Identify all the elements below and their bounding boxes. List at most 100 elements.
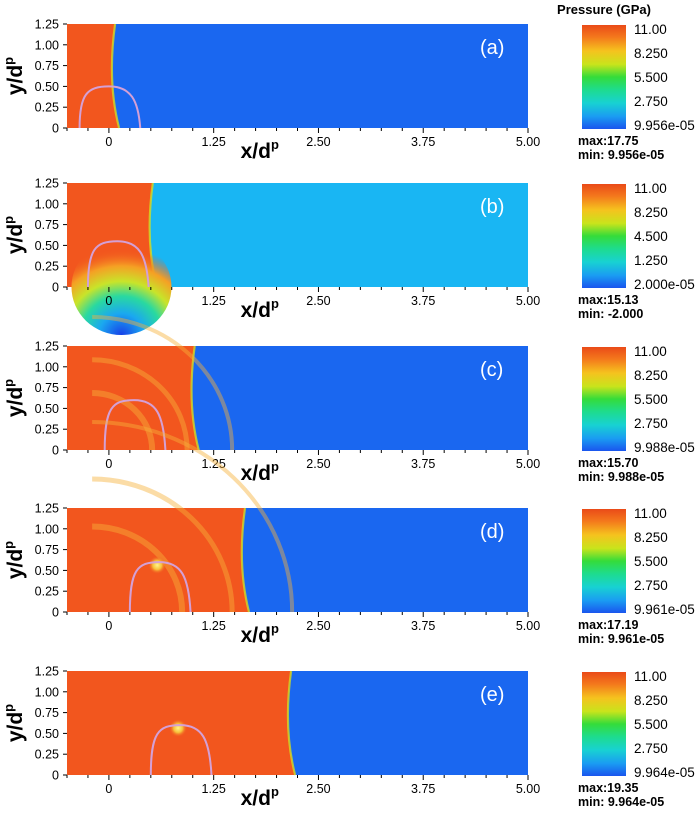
y-tick-label: 1.25 xyxy=(35,340,59,354)
panel-label: (d) xyxy=(480,521,504,543)
x-axis-label: x/dp xyxy=(241,459,279,485)
colorbar-tick-label: 11.00 xyxy=(634,669,667,684)
x-tick-label: 3.75 xyxy=(411,294,435,308)
pressure-wave xyxy=(92,420,295,613)
droplet-interface xyxy=(103,399,167,451)
y-tick-label: 0.25 xyxy=(35,423,59,437)
x-tick-label: 1.25 xyxy=(202,135,226,149)
x-tick-label: 5.00 xyxy=(516,619,540,633)
x-tick-label: 0 xyxy=(105,294,112,308)
x-tick-label: 1.25 xyxy=(202,619,226,633)
colorbar-tick-label: 11.00 xyxy=(634,506,667,521)
x-axis-label-sup: p xyxy=(271,137,279,152)
x-axis-label: x/dp xyxy=(241,137,279,163)
x-tick-label: 3.75 xyxy=(411,782,435,796)
shock-front xyxy=(110,23,121,129)
droplet-interface xyxy=(128,561,192,613)
high-pressure-region xyxy=(67,24,120,128)
y-tick-label: 0 xyxy=(52,281,59,295)
pressure-wave xyxy=(92,357,190,451)
y-axis-label: y/dp xyxy=(1,57,27,95)
x-tick-label: 0 xyxy=(105,135,112,149)
y-tick-label: 0.25 xyxy=(35,260,59,274)
colorbar-tick-label: 11.00 xyxy=(634,22,667,37)
x-tick-label: 2.50 xyxy=(306,457,330,471)
colorbar-min-label: min: 9.956e-05 xyxy=(578,148,664,162)
colorbar-title: Pressure (GPa) xyxy=(557,2,651,17)
x-axis-label-text: x/d xyxy=(241,624,271,647)
x-axis-label: x/dp xyxy=(241,296,279,322)
colorbar-tick-label: 2.750 xyxy=(634,94,668,109)
colorbar xyxy=(582,25,626,129)
colorbar-tick-label: 11.00 xyxy=(634,181,667,196)
colorbar-tick-label: 1.250 xyxy=(634,253,668,268)
x-tick-label: 0 xyxy=(105,782,112,796)
colorbar-tick-label: 5.500 xyxy=(634,70,668,85)
y-tick-label: 0 xyxy=(52,606,59,620)
droplet-interface xyxy=(86,240,150,288)
y-axis-label-text: y/d xyxy=(4,224,27,254)
y-axis-label-text: y/d xyxy=(4,549,27,579)
y-axis-label-sup: p xyxy=(1,541,16,549)
hot-spot xyxy=(148,556,167,575)
y-tick-label: 1.25 xyxy=(35,665,59,679)
y-tick-label: 0.75 xyxy=(35,543,59,557)
y-axis-label-text: y/d xyxy=(4,712,27,742)
y-tick-label: 1.25 xyxy=(35,502,59,516)
low-pressure-region xyxy=(67,24,528,128)
colorbar-tick-label: 2.750 xyxy=(634,578,668,593)
y-tick-label: 1.25 xyxy=(35,18,59,32)
panel-d: (d) 1.25 1.00 0.75 0.50 0.25 0 0 1.25 2.50 3.75 5.0… xyxy=(1,420,695,647)
x-tick-label: 2.50 xyxy=(306,782,330,796)
x-tick-label: 5.00 xyxy=(516,135,540,149)
colorbar-tick-label: 8.250 xyxy=(634,693,668,708)
panel-c: (c) 1.25 1.00 0.75 0.50 0.25 0 0 1.25 2.50 3.75 5.0… xyxy=(1,315,695,485)
x-axis-label-sup: p xyxy=(271,296,279,311)
x-axis-label-text: x/d xyxy=(241,462,271,485)
y-tick-label: 0 xyxy=(52,769,59,783)
x-tick-label: 3.75 xyxy=(411,457,435,471)
colorbar-tick-label: 9.988e-05 xyxy=(634,440,695,455)
x-axis-label-text: x/d xyxy=(241,787,271,810)
y-tick-label: 0.50 xyxy=(35,402,59,416)
colorbar-tick-label: 2.000e-05 xyxy=(634,277,695,292)
x-tick-label: 2.50 xyxy=(306,619,330,633)
y-axis-label-sup: p xyxy=(1,704,16,712)
high-pressure-region xyxy=(67,346,199,450)
y-tick-label: 0.50 xyxy=(35,239,59,253)
y-tick-label: 0.50 xyxy=(35,80,59,94)
x-tick-label: 2.50 xyxy=(306,135,330,149)
y-axis-label-sup: p xyxy=(1,216,16,224)
colorbar-tick-label: 2.750 xyxy=(634,416,668,431)
colorbar-tick-label: 8.250 xyxy=(634,205,668,220)
droplet-interface xyxy=(78,85,142,129)
y-tick-label: 1.00 xyxy=(35,522,59,536)
panel-label: (b) xyxy=(480,196,504,218)
x-tick-label: 3.75 xyxy=(411,135,435,149)
y-axis-label: y/dp xyxy=(1,379,27,417)
x-tick-label: 1.25 xyxy=(202,782,226,796)
y-tick-label: 0.25 xyxy=(35,585,59,599)
x-axis-label-sup: p xyxy=(271,621,279,636)
panel-e: (e) 1.25 1.00 0.75 0.50 0.25 0 0 1.25 2.50 3.75 5.0… xyxy=(1,665,695,811)
y-tick-label: 0.25 xyxy=(35,748,59,762)
colorbar-tick-label: 9.964e-05 xyxy=(634,765,695,780)
colorbar xyxy=(582,672,626,776)
colorbar-min-label: min: 9.964e-05 xyxy=(578,795,664,809)
colorbar-tick-label: 5.500 xyxy=(634,392,668,407)
y-axis-label-text: y/d xyxy=(4,65,27,95)
y-tick-label: 0 xyxy=(52,122,59,136)
colorbar-max-label: max:15.13 xyxy=(578,293,639,307)
y-tick-label: 1.00 xyxy=(35,197,59,211)
colorbar-max-label: max:19.35 xyxy=(578,781,639,795)
y-axis-label-text: y/d xyxy=(4,387,27,417)
shock-front xyxy=(286,670,297,776)
pressure-wave xyxy=(92,315,235,451)
y-tick-label: 0.75 xyxy=(35,706,59,720)
y-axis-label: y/dp xyxy=(1,541,27,579)
colorbar-tick-label: 8.250 xyxy=(634,530,668,545)
colorbar-max-label: max:15.70 xyxy=(578,456,639,470)
colorbar-tick-label: 11.00 xyxy=(634,344,667,359)
droplet-interface xyxy=(149,724,213,776)
